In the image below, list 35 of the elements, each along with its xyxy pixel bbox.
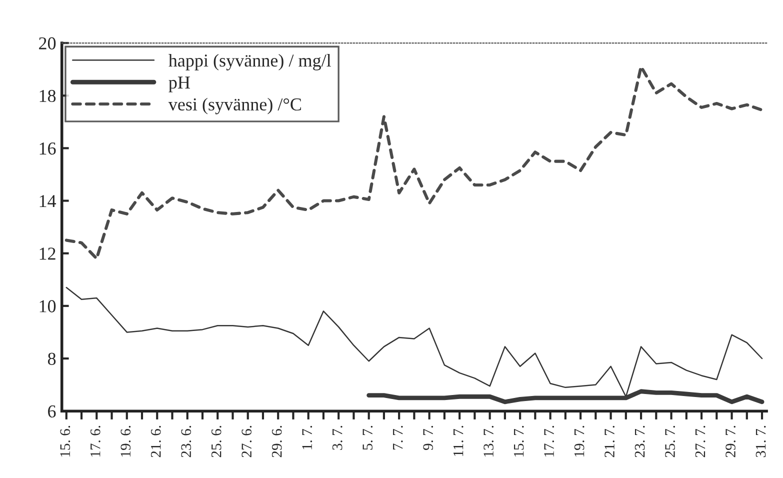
x-tick-label: 21. 7.: [604, 426, 615, 458]
x-tick-label: 25. 7.: [665, 426, 675, 458]
x-tick-label: 29. 6.: [272, 426, 282, 458]
x-tick-label: 17. 6.: [90, 426, 100, 456]
x-tick-label: 15. 7.: [514, 426, 524, 456]
legend-label: happi (syvänne) / mg/l: [168, 54, 331, 70]
x-tick-label: 9. 7.: [423, 426, 434, 450]
x-tick-label: 13. 7.: [484, 426, 494, 456]
x-tick-label: 5. 7.: [362, 426, 373, 450]
x-tick-label: 19. 6.: [120, 426, 131, 456]
x-tick-label: 1. 7.: [302, 426, 312, 450]
x-tick-label: 29. 7.: [726, 426, 736, 458]
x-tick-label: 25. 6.: [211, 426, 222, 458]
x-tick-label: 23. 6.: [181, 426, 192, 458]
y-tick-label: 8: [48, 352, 56, 365]
y-tick-label: 10: [40, 300, 56, 312]
y-tick-label: 6: [48, 405, 56, 418]
x-tick-label: 19. 7.: [574, 426, 584, 456]
x-tick-label: 27. 7.: [695, 426, 706, 458]
x-tick-label: 17. 7.: [544, 426, 554, 456]
x-tick-label: 21. 6.: [150, 426, 161, 458]
x-tick-label: 7. 7.: [393, 426, 403, 450]
x-tick-label: 27. 6.: [242, 426, 252, 458]
legend-label: pH: [168, 76, 190, 92]
x-tick-label: 23. 7.: [634, 426, 645, 458]
x-tick-label: 3. 7.: [332, 426, 342, 450]
x-tick-label: 11. 7.: [453, 426, 464, 456]
x-tick-label: 31. 7.: [756, 426, 766, 458]
y-tick-label: 12: [40, 248, 56, 260]
legend-label: vesi (syvänne) /°C: [168, 98, 301, 114]
y-tick-label: 14: [40, 195, 56, 208]
x-tick-label: 15. 6.: [60, 426, 70, 456]
y-tick-label: 16: [40, 142, 56, 155]
y-tick-label: 20: [39, 37, 56, 50]
y-tick-label: 18: [40, 90, 56, 102]
